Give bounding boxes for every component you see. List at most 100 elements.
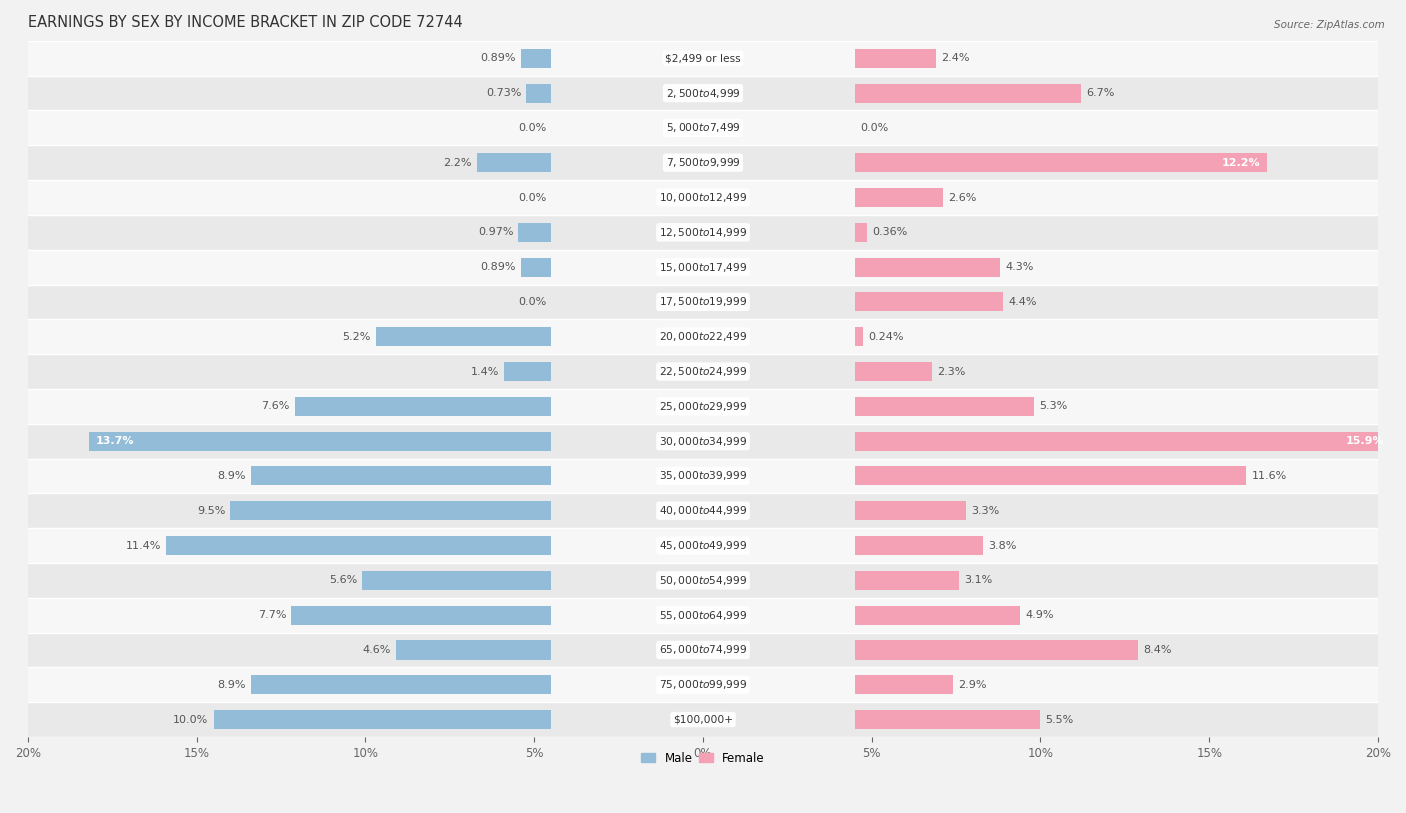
Bar: [375, 327, 551, 346]
Bar: [363, 571, 551, 590]
Text: $22,500 to $24,999: $22,500 to $24,999: [659, 365, 747, 378]
Bar: [250, 467, 551, 485]
Bar: [28, 111, 1378, 146]
Bar: [855, 641, 1139, 659]
Bar: [855, 467, 1246, 485]
Text: 10.0%: 10.0%: [173, 715, 208, 724]
Text: $45,000 to $49,999: $45,000 to $49,999: [659, 539, 747, 552]
Text: 3.8%: 3.8%: [988, 541, 1017, 550]
Bar: [855, 223, 868, 242]
Bar: [28, 633, 1378, 667]
Text: 0.0%: 0.0%: [860, 123, 889, 133]
Text: 4.9%: 4.9%: [1025, 610, 1054, 620]
Text: 4.3%: 4.3%: [1005, 262, 1033, 272]
Bar: [855, 536, 983, 555]
Bar: [522, 49, 551, 67]
Bar: [855, 49, 936, 67]
Bar: [28, 354, 1378, 389]
Text: 4.4%: 4.4%: [1008, 297, 1038, 307]
Bar: [214, 710, 551, 729]
Bar: [396, 641, 551, 659]
Bar: [28, 76, 1378, 111]
Text: 15.9%: 15.9%: [1346, 436, 1385, 446]
Bar: [855, 397, 1033, 416]
Bar: [28, 598, 1378, 633]
Text: EARNINGS BY SEX BY INCOME BRACKET IN ZIP CODE 72744: EARNINGS BY SEX BY INCOME BRACKET IN ZIP…: [28, 15, 463, 30]
Bar: [855, 258, 1000, 276]
Bar: [28, 180, 1378, 215]
Bar: [477, 153, 551, 172]
Text: $25,000 to $29,999: $25,000 to $29,999: [659, 400, 747, 413]
Text: $12,500 to $14,999: $12,500 to $14,999: [659, 226, 747, 239]
Text: 3.1%: 3.1%: [965, 576, 993, 585]
Bar: [295, 397, 551, 416]
Text: $50,000 to $54,999: $50,000 to $54,999: [659, 574, 747, 587]
Text: 2.4%: 2.4%: [941, 54, 970, 63]
Text: 11.4%: 11.4%: [127, 541, 162, 550]
Bar: [28, 285, 1378, 320]
Bar: [855, 188, 942, 207]
Bar: [28, 563, 1378, 598]
Bar: [28, 389, 1378, 424]
Text: $35,000 to $39,999: $35,000 to $39,999: [659, 469, 747, 482]
Text: Source: ZipAtlas.com: Source: ZipAtlas.com: [1274, 20, 1385, 30]
Bar: [855, 432, 1392, 450]
Text: 3.3%: 3.3%: [972, 506, 1000, 515]
Text: 6.7%: 6.7%: [1085, 88, 1115, 98]
Bar: [28, 667, 1378, 702]
Text: 1.4%: 1.4%: [471, 367, 499, 376]
Text: 0.24%: 0.24%: [868, 332, 904, 341]
Bar: [526, 84, 551, 102]
Legend: Male, Female: Male, Female: [637, 747, 769, 769]
Text: 0.0%: 0.0%: [517, 297, 546, 307]
Text: $40,000 to $44,999: $40,000 to $44,999: [659, 504, 747, 517]
Text: $2,500 to $4,999: $2,500 to $4,999: [665, 87, 741, 100]
Text: 0.89%: 0.89%: [481, 262, 516, 272]
Bar: [855, 153, 1267, 172]
Text: 0.0%: 0.0%: [517, 193, 546, 202]
Bar: [28, 250, 1378, 285]
Text: $10,000 to $12,499: $10,000 to $12,499: [659, 191, 747, 204]
Bar: [855, 501, 966, 520]
Bar: [855, 293, 1004, 311]
Text: 4.6%: 4.6%: [363, 645, 391, 655]
Bar: [855, 571, 959, 590]
Text: 5.6%: 5.6%: [329, 576, 357, 585]
Bar: [519, 223, 551, 242]
Text: 13.7%: 13.7%: [96, 436, 134, 446]
Text: 8.9%: 8.9%: [217, 471, 246, 481]
Text: $5,000 to $7,499: $5,000 to $7,499: [665, 121, 741, 134]
Text: 2.6%: 2.6%: [948, 193, 976, 202]
Text: $20,000 to $22,499: $20,000 to $22,499: [659, 330, 747, 343]
Bar: [522, 258, 551, 276]
Text: 8.9%: 8.9%: [217, 680, 246, 689]
Text: 2.9%: 2.9%: [957, 680, 987, 689]
Text: 12.2%: 12.2%: [1222, 158, 1260, 167]
Text: 5.2%: 5.2%: [342, 332, 371, 341]
Text: 0.36%: 0.36%: [872, 228, 907, 237]
Bar: [28, 702, 1378, 737]
Bar: [250, 675, 551, 694]
Text: 0.73%: 0.73%: [486, 88, 522, 98]
Text: 8.4%: 8.4%: [1143, 645, 1173, 655]
Bar: [89, 432, 551, 450]
Text: $2,499 or less: $2,499 or less: [665, 54, 741, 63]
Text: $30,000 to $34,999: $30,000 to $34,999: [659, 435, 747, 448]
Text: $7,500 to $9,999: $7,500 to $9,999: [665, 156, 741, 169]
Bar: [28, 459, 1378, 493]
Text: $65,000 to $74,999: $65,000 to $74,999: [659, 643, 747, 656]
Text: $75,000 to $99,999: $75,000 to $99,999: [659, 678, 747, 691]
Text: 7.6%: 7.6%: [262, 402, 290, 411]
Bar: [166, 536, 551, 555]
Text: 0.0%: 0.0%: [517, 123, 546, 133]
Bar: [28, 41, 1378, 76]
Text: 9.5%: 9.5%: [197, 506, 225, 515]
Text: 0.97%: 0.97%: [478, 228, 513, 237]
Text: $100,000+: $100,000+: [673, 715, 733, 724]
Text: $55,000 to $64,999: $55,000 to $64,999: [659, 609, 747, 622]
Text: 0.89%: 0.89%: [481, 54, 516, 63]
Bar: [231, 501, 551, 520]
Text: 5.3%: 5.3%: [1039, 402, 1067, 411]
Bar: [855, 362, 932, 381]
Text: 7.7%: 7.7%: [257, 610, 287, 620]
